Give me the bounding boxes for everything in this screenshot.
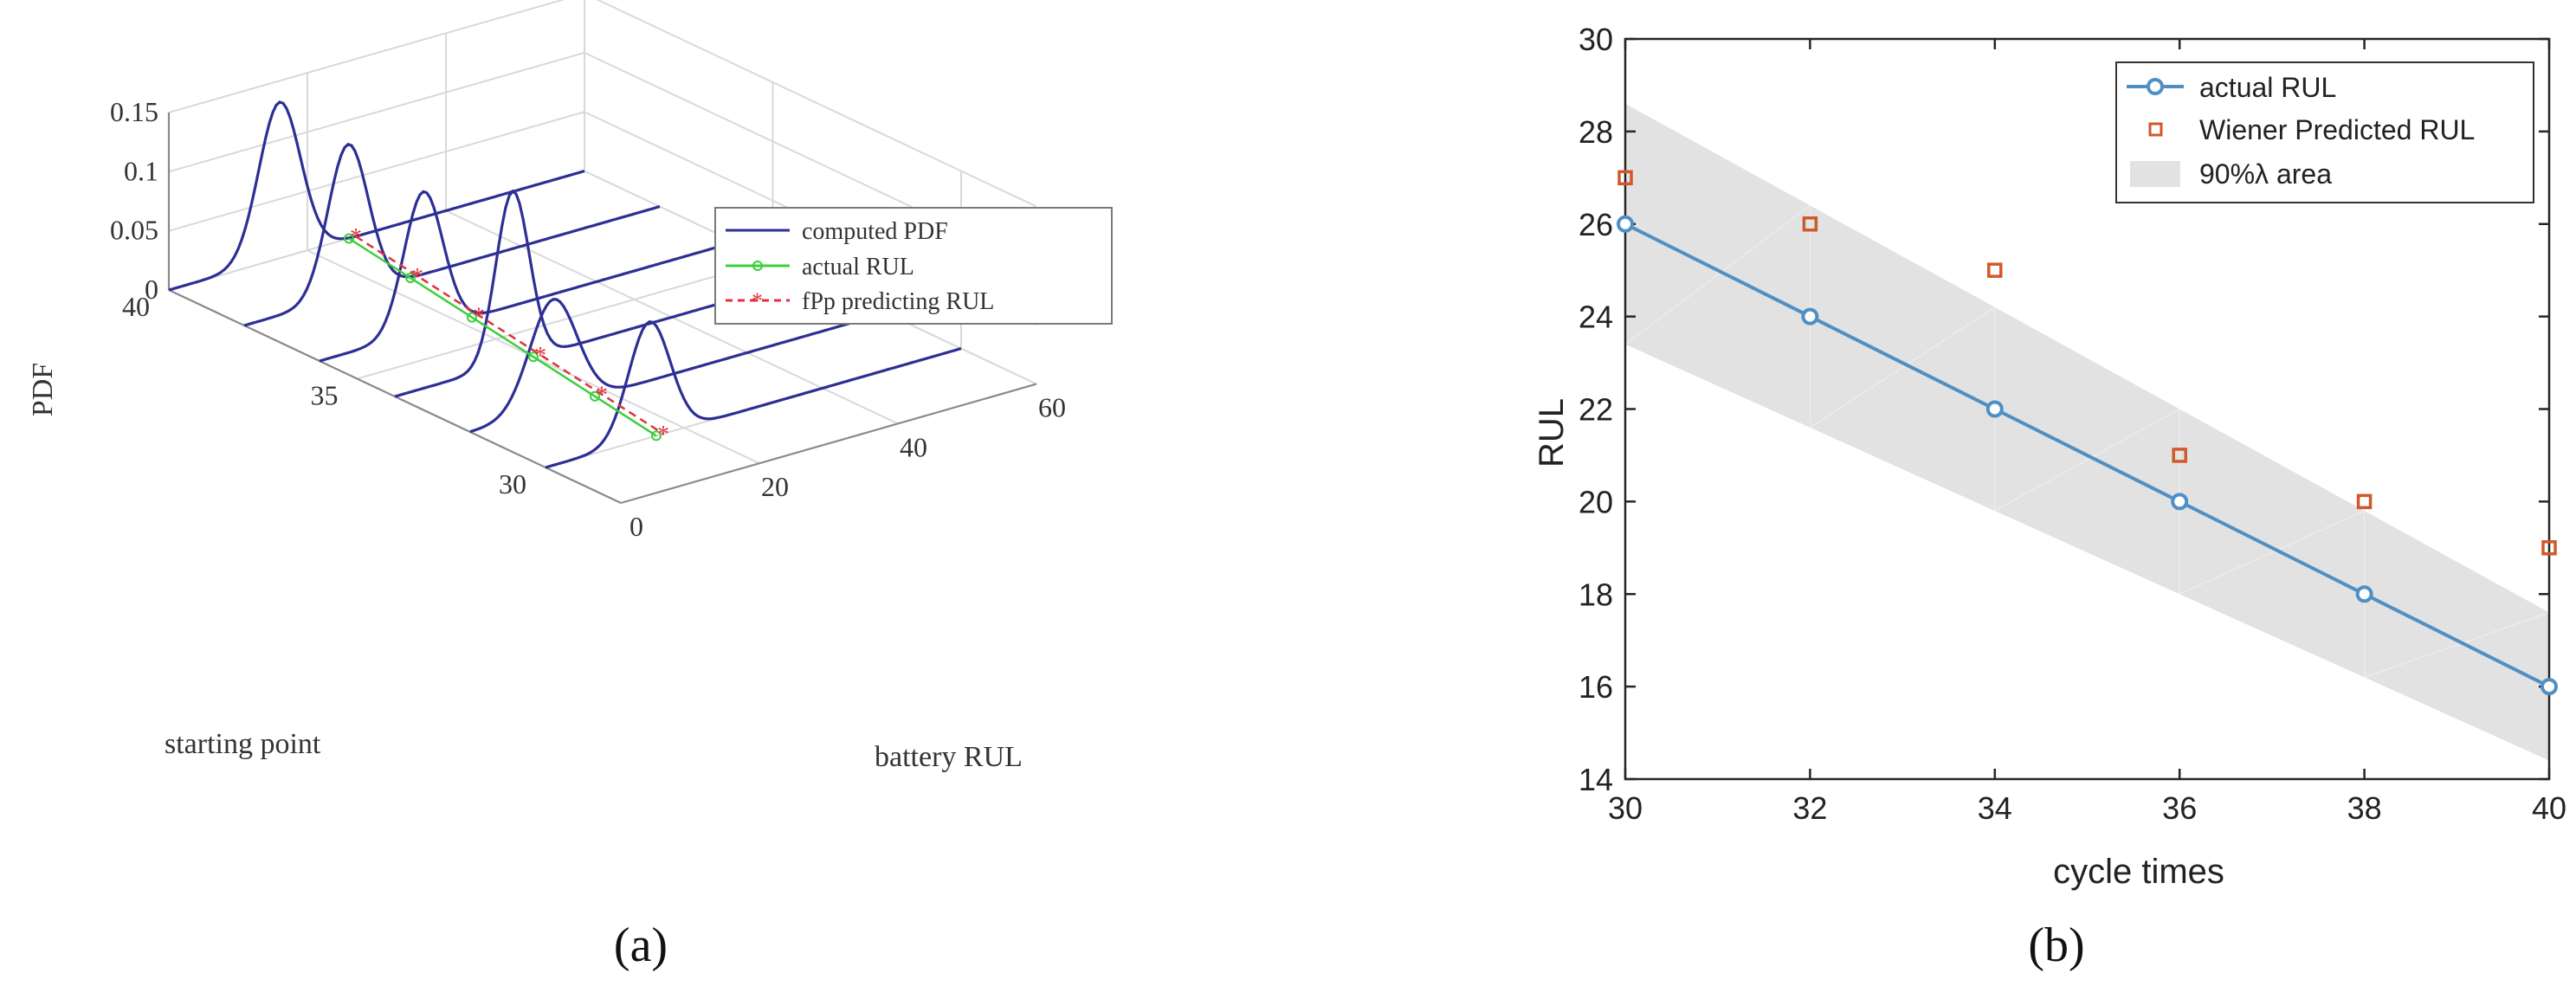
a-actual-rul-point	[590, 390, 600, 402]
b-y-tick-label: 16	[1579, 669, 1613, 705]
b-predicted-rul-point	[1802, 216, 1818, 232]
a-predicted-rul-point: *	[657, 422, 669, 448]
b-band-facet	[2364, 611, 2550, 679]
b-legend: actual RUL Wiener Predicted RUL 90%λ are…	[2115, 61, 2534, 203]
b-legend-swatch-area	[2130, 161, 2180, 187]
b-y-tick-label: 22	[1579, 392, 1613, 428]
b-band-facet	[1994, 408, 2180, 512]
b-band-facet	[2179, 510, 2365, 595]
a-legend: computed PDF actual RUL * fPp predicting…	[714, 207, 1113, 325]
b-actual-rul-point	[1617, 215, 1634, 233]
a-legend-label-pdf: computed PDF	[802, 218, 948, 245]
a-grid-line	[168, 51, 585, 173]
a-predicted-rul-point: *	[534, 343, 546, 370]
a-z-tick-label: 0.1	[124, 155, 158, 186]
a-z-tick-label: 0.05	[110, 215, 158, 246]
a-actual-rul-point	[467, 312, 477, 323]
b-predicted-rul-point	[1987, 262, 2003, 278]
a-pdf-curve	[545, 320, 962, 469]
b-plot-area	[1617, 37, 2558, 781]
a-x-tick-label: 30	[499, 468, 526, 499]
a-predicted-rul-point: *	[411, 264, 423, 291]
b-legend-marker-actual	[2147, 78, 2164, 95]
b-x-tick-label: 30	[1608, 790, 1643, 826]
a-grid-line	[168, 0, 565, 113]
a-z-tick-label: 0.15	[110, 96, 158, 127]
b-y-tick-label: 24	[1579, 300, 1613, 335]
b-predicted-rul-point	[2356, 493, 2373, 510]
b-band-facet	[1624, 204, 1811, 345]
b-panel-label: (b)	[2028, 918, 2084, 972]
b-x-tick-label: 40	[2532, 790, 2566, 826]
a-grid-line	[357, 259, 773, 380]
b-predicted-rul-point	[2541, 540, 2557, 556]
a-z-axis-label: PDF	[27, 363, 59, 416]
a-z-tick-label: 0	[145, 274, 158, 305]
a-actual-rul-point	[651, 430, 662, 441]
b-x-axis-label: cycle times	[2053, 853, 2224, 891]
a-grid-line	[168, 111, 585, 232]
b-y-tick-label: 30	[1579, 22, 1613, 57]
b-x-tick-label: 38	[2347, 790, 2382, 826]
b-legend-marker-predicted	[2148, 122, 2163, 137]
a-actual-rul-point	[344, 233, 354, 244]
b-predicted-rul-point	[1617, 170, 1633, 186]
b-predicted-rul-point	[2172, 448, 2187, 463]
b-y-tick-label: 18	[1579, 577, 1613, 612]
b-actual-rul-line	[1624, 222, 2550, 688]
a-legend-marker-predicted: *	[752, 288, 763, 313]
b-actual-rul-point	[2171, 493, 2189, 511]
b-band-facet	[1809, 306, 1996, 429]
b-actual-rul-point	[2355, 585, 2373, 603]
a-x-tick-label: 35	[311, 380, 339, 411]
a-actual-rul-point	[528, 351, 539, 363]
a-predicted-rul-line	[355, 235, 664, 435]
a-legend-label-actual: actual RUL	[802, 254, 914, 280]
b-y-tick-label: 28	[1579, 114, 1613, 150]
a-y-axis-label: battery RUL	[875, 741, 1023, 773]
b-actual-rul-point	[1801, 307, 1819, 325]
a-legend-marker-actual	[752, 261, 763, 271]
b-x-tick-label: 36	[2162, 790, 2197, 826]
b-legend-label-predicted: Wiener Predicted RUL	[2199, 114, 2475, 145]
b-actual-rul-point	[1985, 400, 2004, 418]
a-y-tick-label: 20	[761, 471, 789, 502]
b-tick-labels: 30 32 34 36 38 40 14 16 18 20 22 24 26 28 30	[1579, 22, 2566, 826]
b-y-axis-label: RUL	[1533, 398, 1571, 467]
a-predicted-rul-point: *	[350, 224, 362, 251]
a-pdf-curve	[469, 298, 887, 434]
b-y-tick-label: 20	[1579, 484, 1613, 519]
a-predicted-rul-point: *	[596, 382, 608, 409]
b-legend-label-actual: actual RUL	[2199, 72, 2336, 103]
a-rul-markers: * * * * * *	[344, 224, 669, 448]
a-grid-line	[596, 0, 1037, 208]
a-pdf-curve	[319, 190, 736, 363]
b-y-tick-label: 14	[1579, 762, 1613, 797]
a-panel-label: (a)	[614, 918, 668, 972]
b-confidence-band	[1625, 103, 2549, 761]
a-actual-rul-line	[348, 237, 657, 437]
a-x-axis-label: starting point	[165, 728, 321, 760]
a-predicted-rul-point: *	[473, 303, 485, 330]
a-legend-label-predicted: fPp predicting RUL	[802, 288, 994, 315]
a-y-tick-label: 0	[629, 511, 643, 542]
b-x-tick-label: 32	[1792, 790, 1827, 826]
a-y-tick-label: 60	[1038, 392, 1066, 423]
a-y-tick-label: 40	[900, 431, 927, 462]
a-pdf-curve	[243, 142, 661, 327]
panel-b-rul-chart: 30 32 34 36 38 40 14 16 18 20 22 24 26 28 30 RUL cycle…	[1533, 22, 2566, 972]
b-y-tick-label: 26	[1579, 207, 1613, 242]
a-pdf-curves	[168, 100, 962, 469]
a-x-tick-label: 40	[122, 291, 150, 322]
b-actual-rul-point	[2540, 678, 2558, 696]
a-actual-rul-point	[405, 273, 416, 284]
a-y-axis-line	[620, 383, 1037, 505]
b-x-tick-label: 34	[1978, 790, 2012, 826]
b-legend-label-area: 90%λ area	[2199, 158, 2332, 190]
